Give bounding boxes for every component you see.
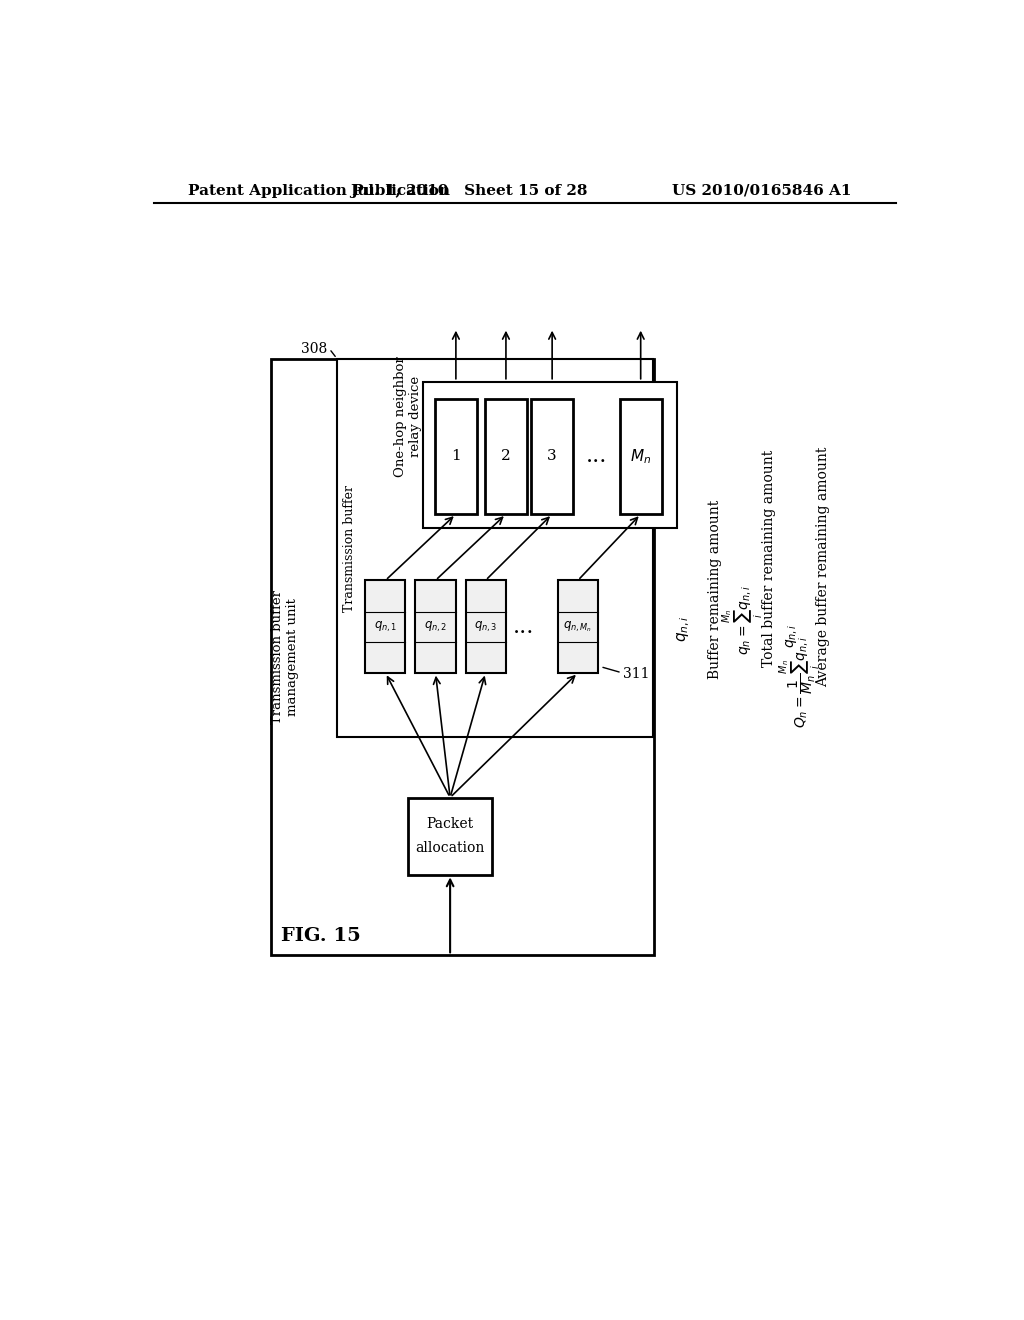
Text: 2: 2 (501, 449, 511, 463)
Text: allocation: allocation (416, 841, 484, 854)
Text: $q_{n,i}$: $q_{n,i}$ (675, 615, 691, 642)
Text: Jul. 1, 2010   Sheet 15 of 28: Jul. 1, 2010 Sheet 15 of 28 (350, 183, 588, 198)
Text: 308: 308 (301, 342, 327, 355)
Bar (435, 399, 477, 515)
Text: Transmission buffer
management unit: Transmission buffer management unit (270, 590, 299, 723)
Bar (366, 581, 406, 673)
Text: Patent Application Publication: Patent Application Publication (188, 183, 451, 198)
Text: Average buffer remaining amount: Average buffer remaining amount (816, 446, 829, 686)
Text: $q_{n,2}$: $q_{n,2}$ (424, 619, 447, 634)
Text: $q_{n,M_n}$: $q_{n,M_n}$ (563, 619, 593, 634)
Text: FIG. 15: FIG. 15 (281, 927, 360, 945)
Text: $q_n=\sum_{i}^{M_n}q_{n,i}$: $q_n=\sum_{i}^{M_n}q_{n,i}$ (720, 585, 766, 656)
Text: $q_{n,1}$: $q_{n,1}$ (374, 619, 397, 634)
Text: 3: 3 (547, 449, 557, 463)
Bar (337, 359, 652, 738)
Text: ...: ... (513, 615, 534, 638)
Text: Total buffer remaining amount: Total buffer remaining amount (762, 450, 776, 668)
Text: 1: 1 (451, 449, 461, 463)
Bar (620, 399, 662, 515)
Bar (423, 381, 677, 528)
Text: $M_n$: $M_n$ (630, 447, 651, 466)
Text: $Q_n=\dfrac{1}{M_n}\sum_{i}^{M_n}q_{n,i}$: $Q_n=\dfrac{1}{M_n}\sum_{i}^{M_n}q_{n,i}… (777, 636, 823, 729)
Text: One-hop neighbor
relay device: One-hop neighbor relay device (394, 356, 422, 477)
Text: 311: 311 (624, 668, 650, 681)
Text: Buffer remaining amount: Buffer remaining amount (708, 500, 722, 680)
Bar (558, 581, 598, 673)
Text: Transmission buffer: Transmission buffer (343, 484, 355, 611)
Bar (270, 359, 654, 956)
Bar (531, 399, 573, 515)
Bar (466, 581, 506, 673)
Bar (408, 797, 493, 875)
Text: $q_{n,i}$: $q_{n,i}$ (785, 623, 801, 648)
Text: Packet: Packet (427, 817, 474, 832)
Text: US 2010/0165846 A1: US 2010/0165846 A1 (672, 183, 852, 198)
Text: $q_{n,3}$: $q_{n,3}$ (474, 619, 498, 634)
Bar (416, 581, 456, 673)
Text: ...: ... (586, 445, 607, 467)
Bar (484, 399, 527, 515)
